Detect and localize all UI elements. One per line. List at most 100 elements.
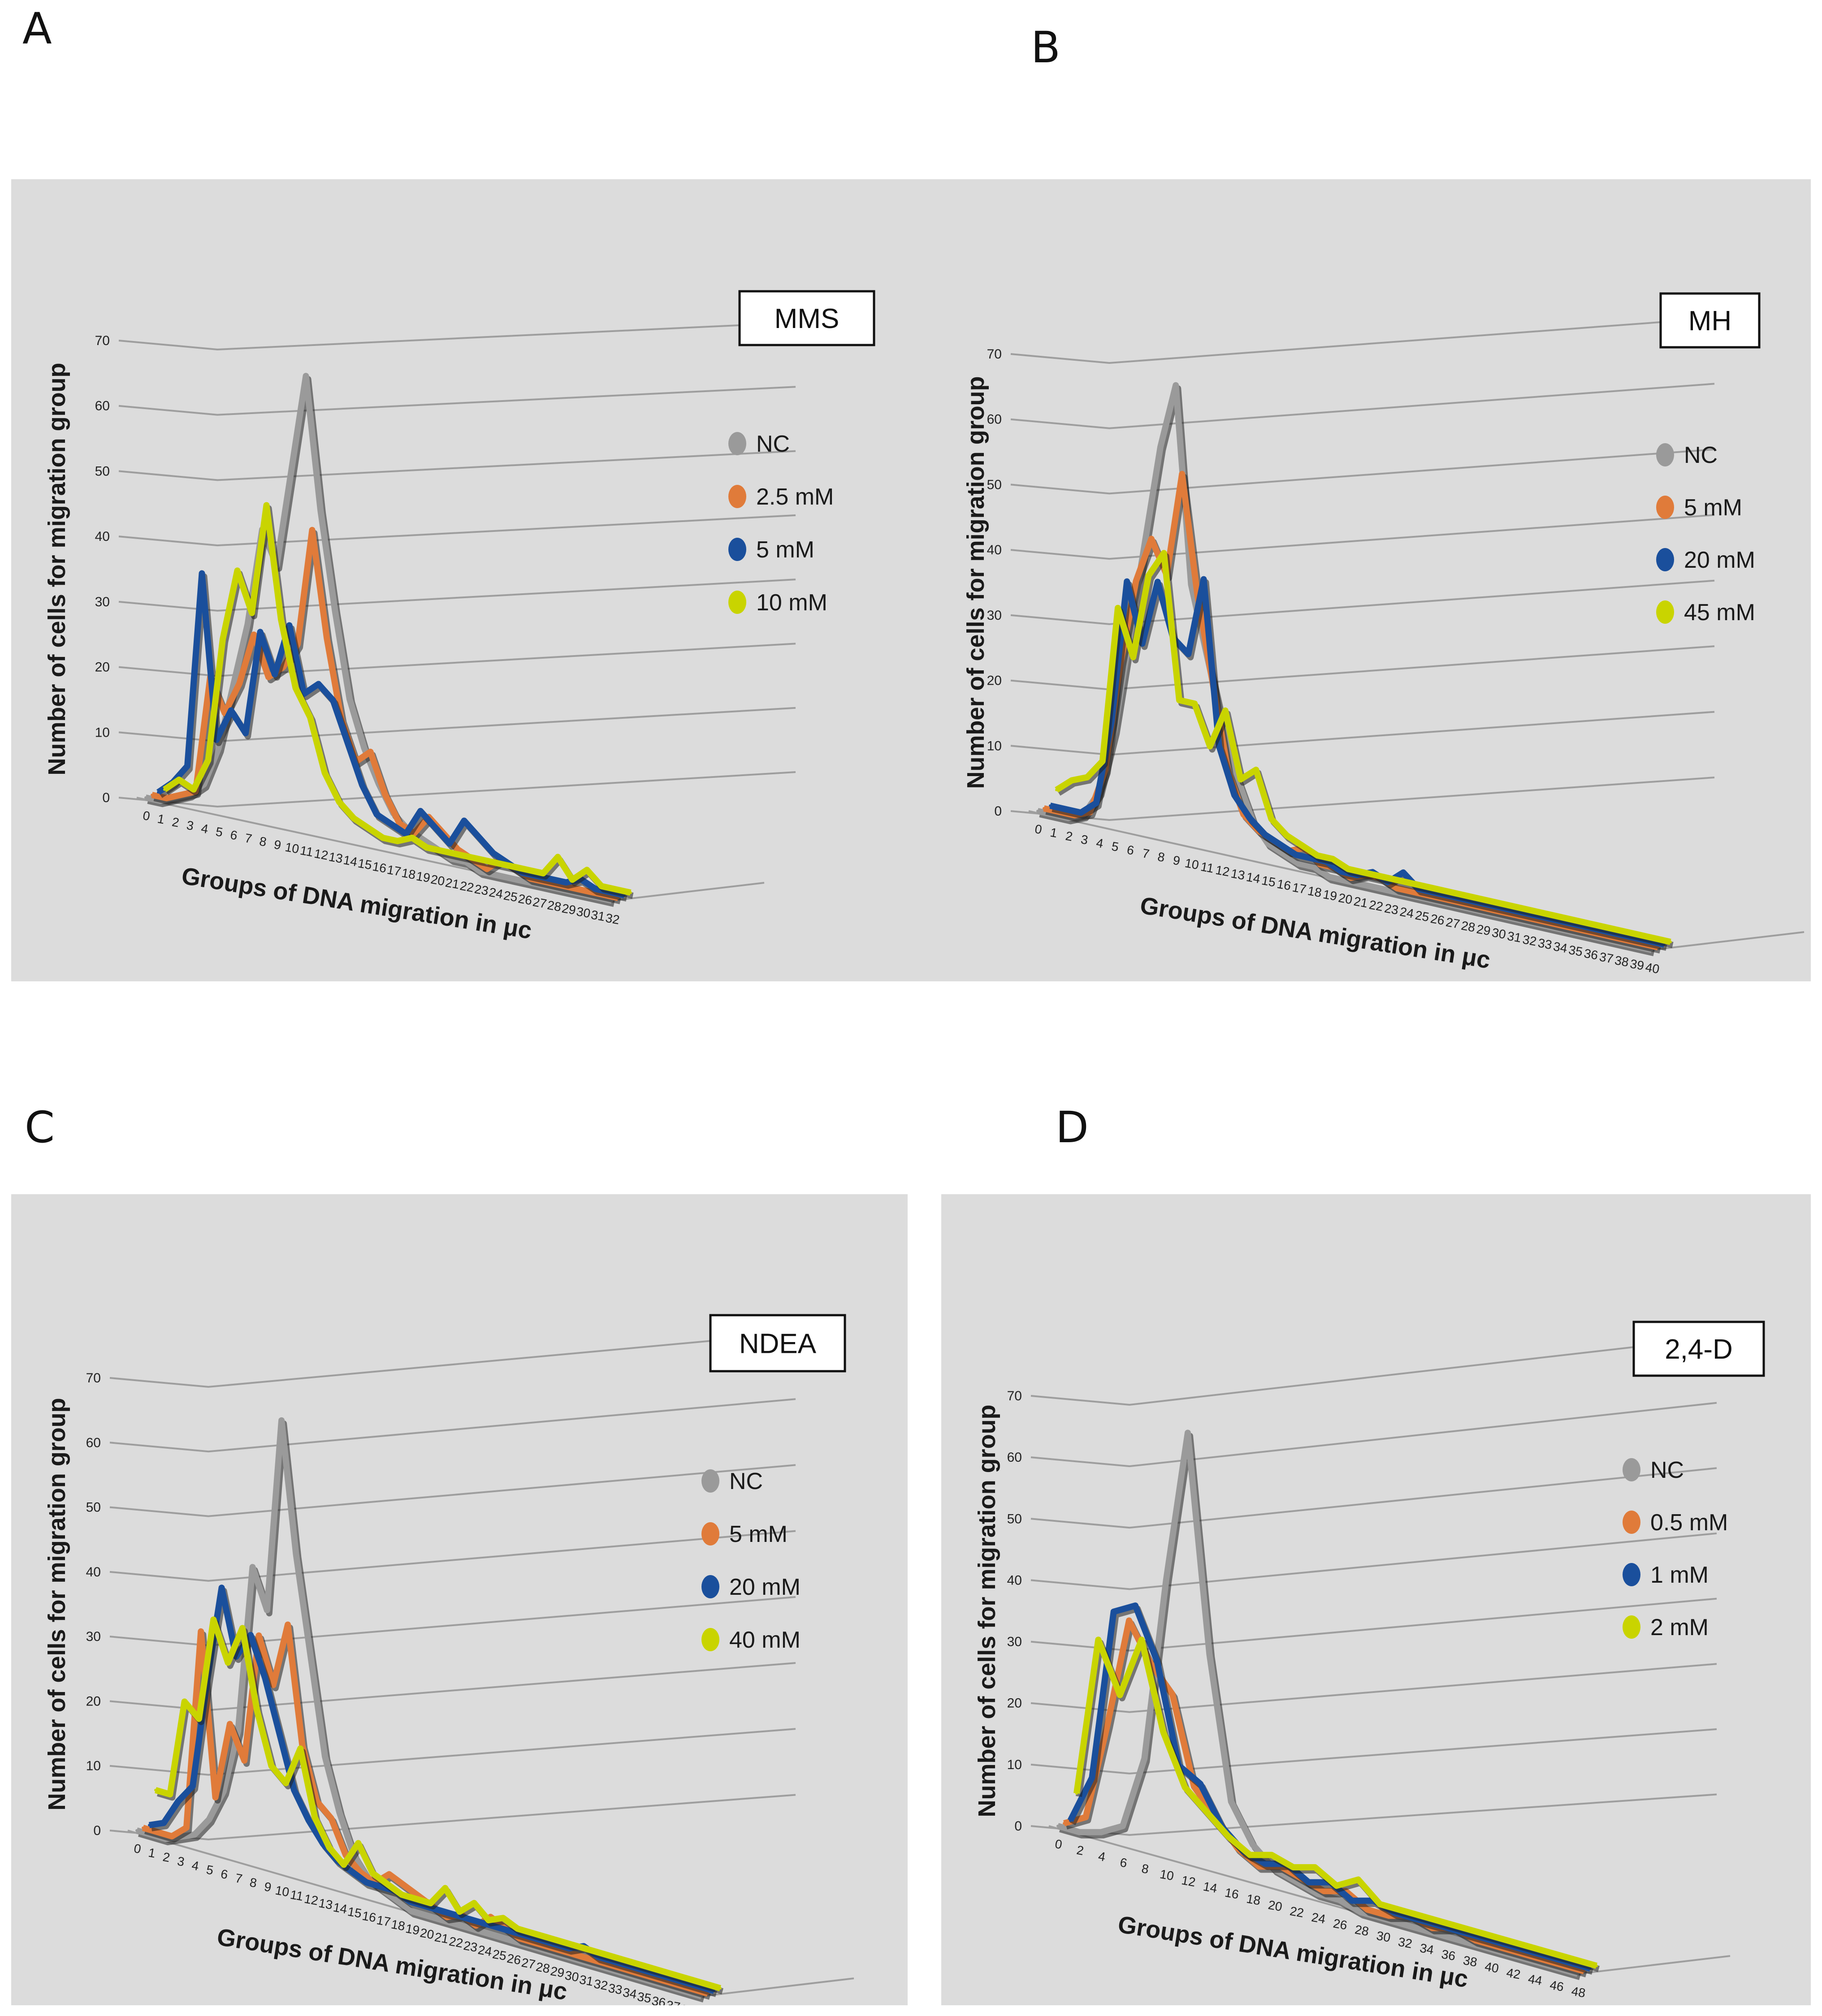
gridline-40 [1030, 1532, 1717, 1590]
xtick-label-28: 28 [535, 1960, 551, 1976]
series-3-point-31 [1531, 909, 1534, 912]
xtick-label-15: 15 [346, 1904, 363, 1921]
series-3-point-16 [1422, 1915, 1425, 1918]
ytick-label-30: 30 [987, 608, 1002, 623]
xtick-label-22: 22 [448, 1934, 464, 1950]
series-2-point-21 [452, 1913, 455, 1916]
ytick-label-60: 60 [95, 399, 110, 414]
series-3-point-25 [527, 868, 530, 872]
series-1-point-7 [243, 1759, 246, 1762]
series-2-point-5 [229, 709, 233, 712]
series-3-point-22 [484, 859, 486, 862]
series-1-point-6 [1134, 579, 1138, 583]
xtick-label-0: 0 [1034, 822, 1043, 837]
series-2-point-22 [477, 835, 480, 838]
gridline-50 [1010, 448, 1715, 495]
xtick-label-17: 17 [1291, 880, 1307, 896]
xtick-label-1: 1 [147, 1846, 157, 1861]
series-3-point-11 [313, 1816, 316, 1819]
series-3-point-12 [338, 800, 341, 803]
series-3-point-23 [498, 862, 501, 865]
series-2-point-3 [191, 1785, 194, 1788]
series-2-point-4 [1156, 1659, 1159, 1662]
ytick-label-70: 70 [95, 333, 110, 348]
series-2-point-10 [1202, 578, 1205, 581]
series-0-point-10 [290, 469, 293, 472]
series-3-point-22 [1393, 878, 1396, 881]
series-1-point-3 [1128, 1619, 1130, 1622]
series-3-point-5 [1132, 656, 1135, 659]
xtick-label-23: 23 [463, 1938, 479, 1955]
series-3-point-2 [192, 788, 195, 791]
legend-label-3: 10 mM [756, 590, 827, 616]
series-3-point-10 [1208, 745, 1212, 748]
series-2-point-20 [437, 1908, 441, 1912]
xtick-label-11: 22 [1289, 1904, 1305, 1920]
series-3-point-8 [1178, 699, 1181, 702]
series-1-point-12 [1323, 1890, 1325, 1893]
series-0-point-8 [1159, 445, 1162, 449]
legend-label-1: 5 mM [729, 1521, 788, 1547]
series-2-point-5 [220, 1586, 223, 1589]
x-axis-depth-line [1651, 931, 1805, 951]
panel-letter-c: C [25, 1102, 55, 1153]
series-3-point-10 [1292, 1866, 1295, 1869]
series-2-point-0 [148, 1824, 151, 1826]
series-3-point-13 [342, 1863, 345, 1866]
legend-swatch-2 [701, 1575, 719, 1598]
series-3-point-30 [600, 885, 603, 888]
series-0-point-23 [479, 870, 482, 873]
gridline-70 [1030, 1337, 1717, 1406]
series-3-point-29 [1500, 902, 1503, 905]
series-2-point-11 [307, 1818, 310, 1822]
xtick-label-7: 7 [244, 831, 253, 846]
legend-label-1: 5 mM [1684, 495, 1742, 521]
chart-title: 2,4-D [1665, 1334, 1733, 1365]
xtick-label-21: 42 [1506, 1965, 1522, 1981]
series-3-point-16 [396, 840, 399, 842]
gridline-50 [109, 1464, 796, 1517]
series-3-point-4 [212, 1618, 215, 1621]
xtick-label-30: 30 [564, 1968, 580, 1984]
series-0-point-16 [1282, 852, 1285, 855]
xtick-label-6: 6 [229, 828, 238, 842]
series-3-point-27 [1469, 895, 1472, 898]
ytick-label-30: 30 [86, 1629, 101, 1644]
series-3-point-32 [1546, 913, 1549, 915]
ytick-label-30: 30 [1007, 1635, 1022, 1649]
xtick-label-18: 36 [1441, 1947, 1457, 1963]
series-3-point-33 [632, 1961, 635, 1964]
series-3-point-18 [425, 846, 428, 849]
xtick-label-8: 8 [1156, 850, 1166, 864]
series-1-point-4 [199, 1630, 203, 1633]
series-0-point-11 [294, 1552, 298, 1555]
series-1-point-5 [1171, 1693, 1174, 1696]
legend-label-0: NC [1650, 1457, 1684, 1483]
xtick-label-14: 14 [1245, 870, 1261, 886]
gridline-0 [118, 771, 796, 808]
xtick-label-17: 34 [1419, 1941, 1435, 1957]
series-3-point-4 [1117, 606, 1119, 609]
series-0-point-19 [421, 837, 424, 841]
legend-label-3: 2 mM [1650, 1615, 1709, 1640]
chart-panel-c: 0 10 20 30 40 50 60 70 0 1 2 3 4 5 6 7 8 9 10 11 12 13 14 15 16 1… [11, 1194, 908, 2005]
series-0-point-17 [1297, 862, 1300, 865]
xtick-label-15: 15 [1260, 873, 1277, 889]
xtick-label-20: 20 [1337, 891, 1354, 907]
xtick-label-28: 28 [546, 898, 563, 914]
xtick-label-14: 28 [1354, 1922, 1370, 1938]
legend-swatch-1 [1623, 1511, 1640, 1534]
series-3-point-19 [440, 849, 443, 852]
series-0-point-25 [508, 876, 511, 880]
ytick-label-50: 50 [987, 477, 1002, 492]
xtick-label-32: 32 [605, 911, 621, 927]
series-0-point-6 [232, 685, 234, 688]
xtick-label-18: 18 [401, 866, 417, 882]
series-0-point-10 [1190, 583, 1193, 586]
series-0-point-18 [1446, 1935, 1449, 1938]
xtick-label-3: 6 [1119, 1855, 1128, 1870]
xtick-label-29: 29 [550, 1964, 566, 1980]
xtick-label-19: 19 [404, 1921, 420, 1938]
